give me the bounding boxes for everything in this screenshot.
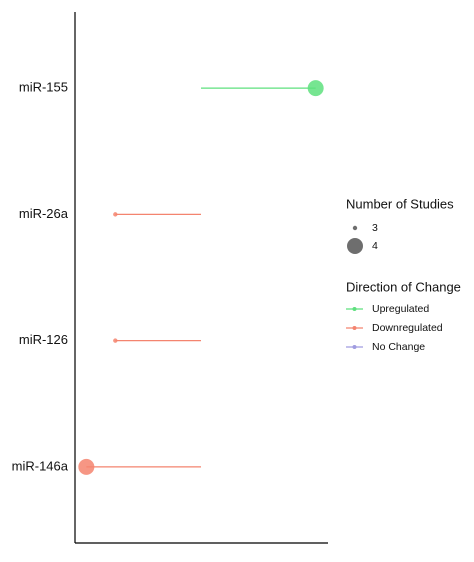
color-legend-dot — [352, 307, 357, 311]
size-legend-key — [352, 225, 358, 231]
color-legend-dot — [352, 326, 357, 330]
point — [78, 458, 95, 475]
color-legend-label: No Change — [372, 341, 425, 353]
size-legend-label: 4 — [372, 240, 378, 252]
y-tick-label: miR-26a — [19, 206, 69, 221]
point — [307, 80, 324, 97]
y-tick-label: miR-155 — [19, 80, 68, 95]
color-legend-title: Direction of Change — [346, 279, 461, 294]
color-legend-dot — [352, 345, 357, 349]
point — [113, 212, 118, 217]
y-tick-label: miR-146a — [12, 458, 69, 473]
size-legend-label: 3 — [372, 222, 378, 234]
point — [113, 338, 118, 343]
y-tick-label: miR-126 — [19, 332, 68, 347]
size-legend-key — [347, 238, 363, 254]
color-legend-label: Upregulated — [372, 303, 429, 315]
size-legend-title: Number of Studies — [346, 196, 454, 211]
color-legend-label: Downregulated — [372, 322, 443, 334]
